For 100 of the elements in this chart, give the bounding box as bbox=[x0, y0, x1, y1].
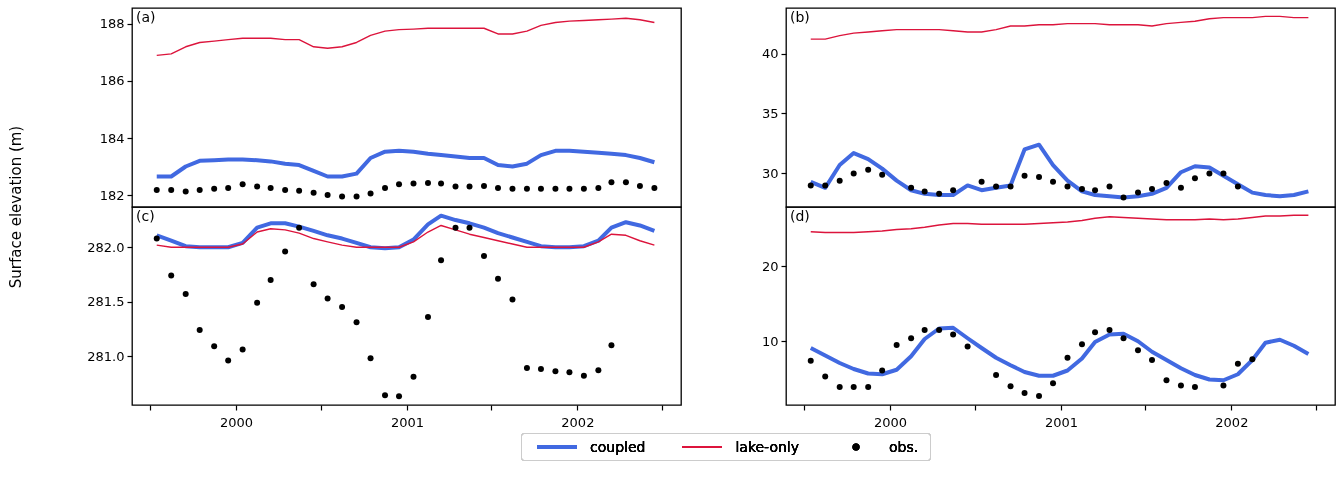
line-series bbox=[154, 148, 657, 179]
point bbox=[495, 184, 501, 191]
point bbox=[153, 186, 160, 193]
point bbox=[339, 193, 346, 200]
point bbox=[1007, 183, 1014, 190]
point bbox=[993, 183, 1000, 190]
legend-label: lake-only bbox=[735, 439, 800, 455]
point bbox=[282, 186, 289, 193]
point bbox=[239, 181, 246, 188]
y-tick-label: 40 bbox=[761, 46, 779, 62]
point bbox=[225, 357, 232, 364]
point bbox=[168, 186, 175, 193]
point bbox=[1134, 347, 1141, 354]
point bbox=[509, 296, 516, 303]
y-tick-label: 282.0 bbox=[87, 239, 125, 255]
annotation: (a) bbox=[136, 9, 156, 25]
point bbox=[1106, 327, 1113, 333]
point bbox=[1064, 354, 1071, 361]
point bbox=[168, 272, 175, 279]
point bbox=[1106, 183, 1113, 190]
point bbox=[836, 384, 843, 390]
point bbox=[908, 335, 915, 342]
point bbox=[396, 393, 403, 400]
point bbox=[651, 184, 658, 191]
point bbox=[566, 185, 573, 192]
point bbox=[1120, 335, 1127, 342]
x-tick-label: 2000 bbox=[874, 414, 908, 430]
point bbox=[1021, 390, 1028, 396]
point bbox=[537, 185, 544, 192]
point bbox=[1220, 170, 1227, 177]
point bbox=[608, 342, 615, 349]
point bbox=[1206, 170, 1213, 177]
legend-label: obs. bbox=[889, 439, 919, 455]
y-axis-title: Surface elevation (m) bbox=[7, 125, 25, 289]
point bbox=[879, 171, 886, 178]
point bbox=[822, 373, 829, 380]
point bbox=[1177, 382, 1184, 389]
annotation: (d) bbox=[790, 208, 810, 224]
point bbox=[1177, 184, 1184, 191]
point bbox=[382, 184, 389, 191]
point bbox=[1249, 356, 1256, 363]
point bbox=[324, 192, 331, 199]
point bbox=[452, 183, 459, 190]
point bbox=[466, 224, 473, 231]
point bbox=[865, 166, 872, 173]
line-series bbox=[810, 214, 1310, 234]
point bbox=[537, 366, 544, 373]
point bbox=[339, 304, 346, 311]
point bbox=[921, 188, 928, 195]
x-tick-label: 2001 bbox=[390, 414, 425, 430]
point bbox=[552, 185, 559, 192]
point bbox=[1134, 189, 1141, 196]
point bbox=[865, 384, 872, 390]
y-tick-label: 281.5 bbox=[87, 294, 125, 310]
point bbox=[480, 252, 487, 259]
point bbox=[1234, 183, 1241, 190]
point bbox=[936, 327, 943, 333]
point bbox=[978, 178, 985, 185]
point bbox=[964, 343, 971, 350]
point bbox=[1064, 183, 1071, 190]
y-tick-label: 30 bbox=[761, 165, 779, 181]
point bbox=[950, 187, 957, 194]
point bbox=[580, 185, 587, 192]
point bbox=[410, 373, 417, 380]
point bbox=[1036, 174, 1043, 181]
point bbox=[850, 170, 857, 177]
point bbox=[324, 295, 331, 302]
point bbox=[523, 185, 530, 192]
point bbox=[1163, 180, 1170, 187]
point bbox=[196, 326, 203, 333]
point bbox=[1149, 186, 1155, 193]
point bbox=[254, 299, 261, 306]
y-tick-label: 20 bbox=[761, 258, 779, 274]
point bbox=[480, 182, 487, 189]
point bbox=[908, 184, 915, 191]
point bbox=[595, 184, 602, 191]
point bbox=[936, 190, 943, 197]
point bbox=[1036, 393, 1043, 399]
point bbox=[1220, 382, 1227, 389]
point bbox=[267, 184, 274, 191]
x-tick-label: 2002 bbox=[1215, 414, 1249, 430]
point bbox=[410, 180, 417, 187]
point bbox=[196, 186, 203, 193]
point bbox=[424, 313, 431, 320]
annotation: (b) bbox=[790, 9, 810, 25]
point bbox=[850, 384, 857, 390]
line-series bbox=[156, 224, 656, 248]
point bbox=[396, 181, 403, 188]
point bbox=[438, 180, 445, 187]
point bbox=[452, 224, 459, 231]
point bbox=[1234, 360, 1241, 367]
point bbox=[1078, 186, 1085, 193]
point bbox=[580, 372, 587, 379]
x-tick-label: 2002 bbox=[561, 414, 595, 430]
point bbox=[1120, 194, 1127, 201]
point bbox=[424, 180, 431, 187]
point bbox=[509, 185, 516, 192]
point bbox=[254, 183, 261, 190]
point bbox=[367, 355, 374, 362]
point bbox=[1007, 383, 1014, 390]
